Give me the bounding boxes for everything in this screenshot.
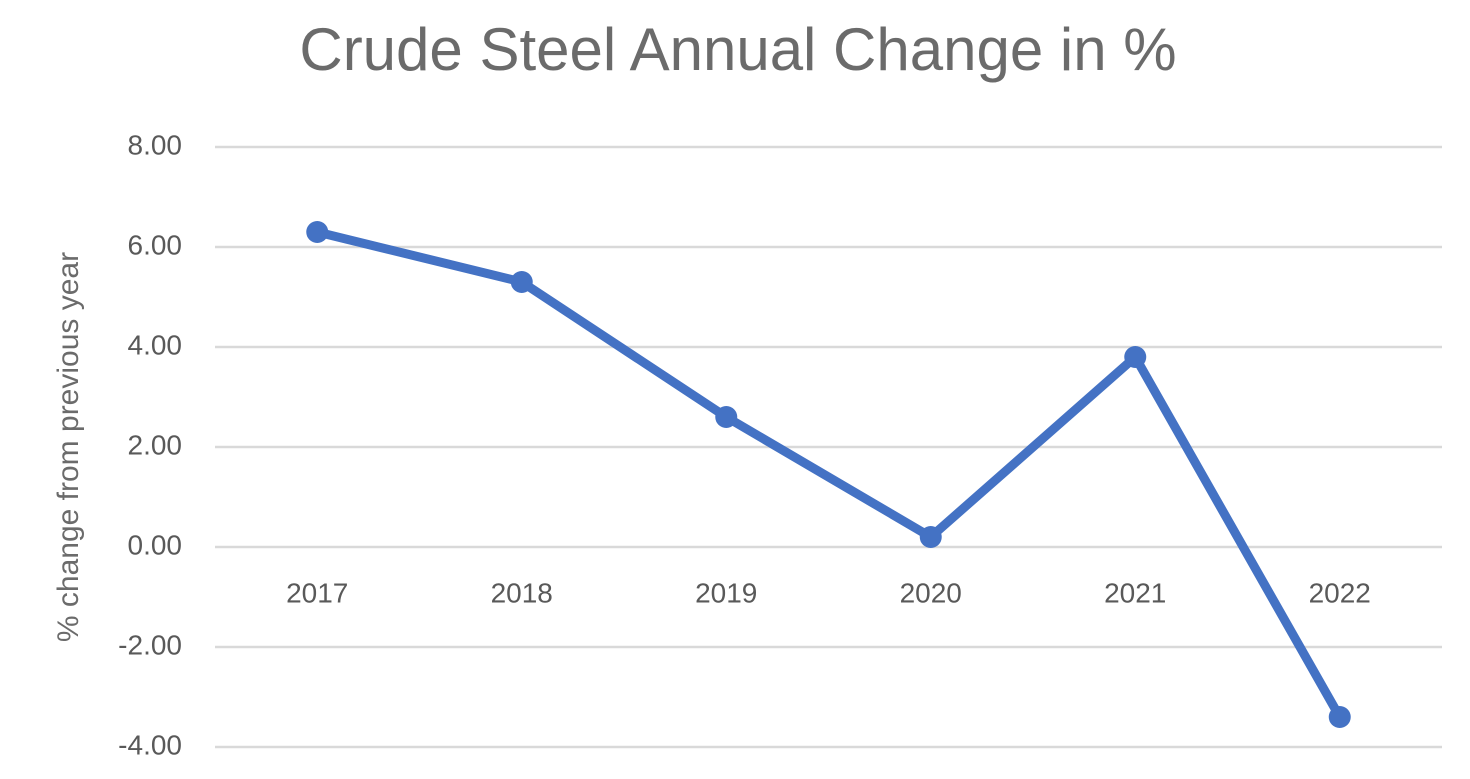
y-tick-label: 8.00 [128,129,183,160]
data-point [306,221,329,243]
data-point [510,271,533,293]
y-tick-label: -2.00 [118,629,182,660]
x-tick-label: 2017 [286,577,348,608]
x-tick-label: 2019 [695,577,757,608]
chart-title: Crude Steel Annual Change in % [299,16,1176,83]
y-axis-title: % change from previous year [52,252,85,642]
data-point [715,406,738,428]
y-tick-label: -4.00 [118,729,182,760]
data-point [1124,346,1147,368]
data-line [316,227,1344,720]
y-tick-label: 2.00 [128,429,183,460]
x-tick-label: 2020 [900,577,962,608]
x-tick-label: 2018 [491,577,553,608]
y-tick-label: 0.00 [128,529,183,560]
y-tick-label: 6.00 [128,229,183,260]
x-tick-label: 2021 [1104,577,1166,608]
data-point [1328,706,1351,728]
x-tick-label: 2022 [1309,577,1371,608]
data-point [919,526,942,548]
y-tick-label: 4.00 [128,329,183,360]
